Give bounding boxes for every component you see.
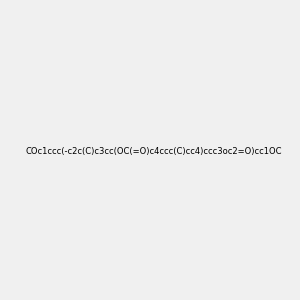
Text: COc1ccc(-c2c(C)c3cc(OC(=O)c4ccc(C)cc4)ccc3oc2=O)cc1OC: COc1ccc(-c2c(C)c3cc(OC(=O)c4ccc(C)cc4)cc… [26, 147, 282, 156]
